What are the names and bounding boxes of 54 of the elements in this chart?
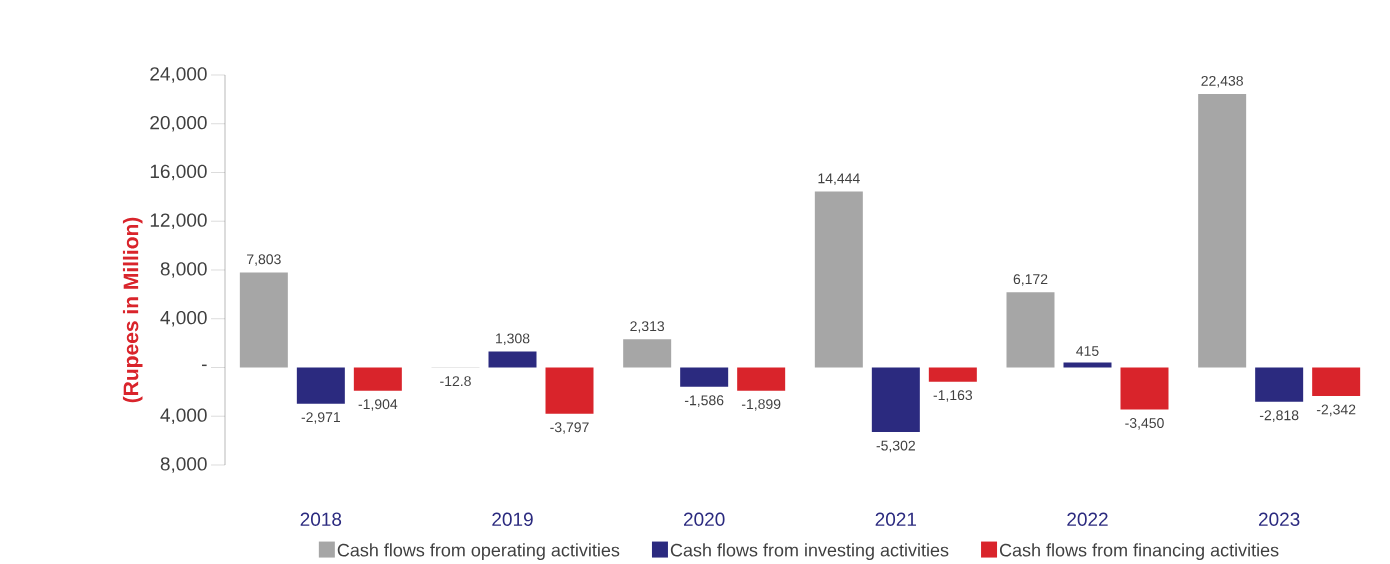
data-label: -1,904 xyxy=(358,399,398,411)
y-tick-label: 16,000 xyxy=(150,164,207,181)
bar xyxy=(814,191,863,368)
data-label: -1,899 xyxy=(741,399,781,411)
y-tick-label: 4,000 xyxy=(160,310,207,327)
data-label: -1,163 xyxy=(933,390,973,402)
y-tick-label: 24,000 xyxy=(150,67,207,83)
bar xyxy=(1063,362,1112,368)
x-tick-label: 2018 xyxy=(300,512,342,526)
data-label: 14,444 xyxy=(818,173,860,185)
y-tick-label: 12,000 xyxy=(150,213,207,230)
data-label: -5,302 xyxy=(876,440,915,453)
data-label: 22,438 xyxy=(1201,75,1243,88)
bar xyxy=(737,367,786,391)
legend-label: Cash flows from operating activities xyxy=(337,543,620,561)
data-label: 7,803 xyxy=(247,254,281,266)
y-axis-title: (Rupees in Million) xyxy=(122,217,143,403)
y-tick-label: 8,000 xyxy=(160,457,207,473)
bar xyxy=(928,367,977,382)
x-tick-label: 2021 xyxy=(875,512,917,526)
bar xyxy=(353,367,402,391)
legend-label: Cash flows from financing activities xyxy=(999,543,1279,561)
bar xyxy=(871,367,920,433)
data-label: 1,308 xyxy=(496,333,530,346)
data-label: -2,342 xyxy=(1316,404,1356,417)
data-label: 6,172 xyxy=(1013,274,1048,286)
y-tick-label: 20,000 xyxy=(150,115,207,132)
x-tick-label: 2023 xyxy=(1258,512,1300,526)
y-tick-label: - xyxy=(202,364,207,367)
bar xyxy=(545,367,594,414)
data-label: 415 xyxy=(1076,346,1099,356)
bar xyxy=(1006,292,1055,368)
bar xyxy=(623,339,672,368)
bar xyxy=(1255,367,1304,402)
bar xyxy=(296,367,345,404)
data-label: -2,971 xyxy=(301,412,340,424)
x-tick-label: 2019 xyxy=(492,512,533,526)
bar xyxy=(488,351,537,368)
y-tick-label: 8,000 xyxy=(160,262,207,278)
data-label: -1,586 xyxy=(684,395,724,407)
x-tick-label: 2022 xyxy=(1067,512,1108,526)
bar xyxy=(1198,94,1247,368)
bar xyxy=(680,367,729,387)
data-label: -12.8 xyxy=(440,376,471,387)
data-label: -2,818 xyxy=(1259,410,1299,422)
x-tick-label: 2020 xyxy=(683,512,725,526)
data-label: -3,797 xyxy=(550,422,589,434)
y-tick-label: 4,000 xyxy=(160,408,207,425)
data-label: -3,450 xyxy=(1125,418,1164,430)
bar xyxy=(1312,367,1361,397)
bar xyxy=(1120,367,1169,410)
legend-label: Cash flows from investing activities xyxy=(670,543,949,561)
data-label: 2,313 xyxy=(630,321,665,333)
bar xyxy=(239,272,288,368)
